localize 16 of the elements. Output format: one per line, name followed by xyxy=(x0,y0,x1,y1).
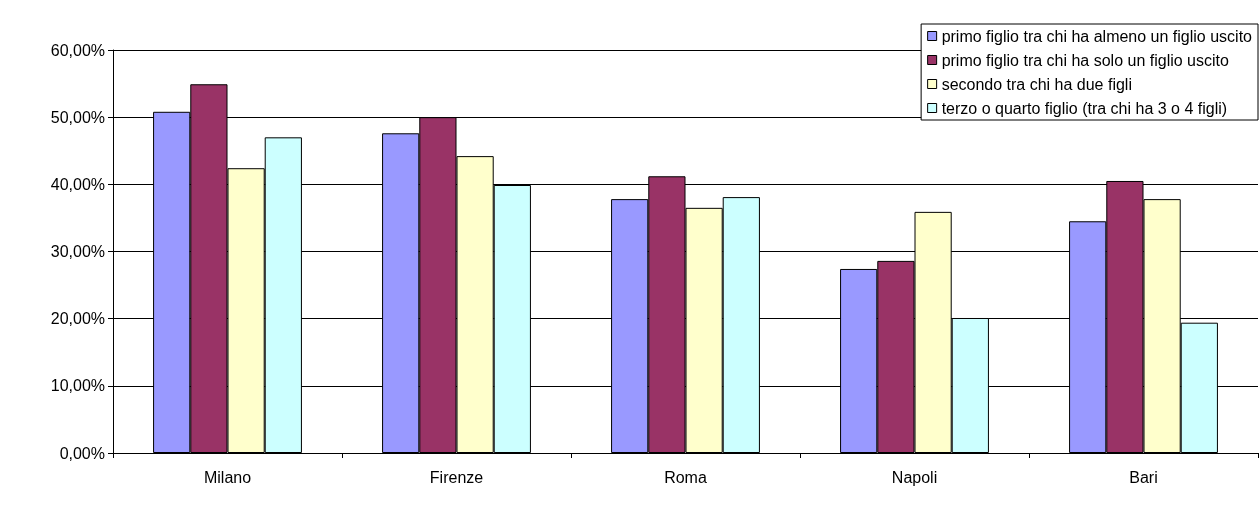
x-tick-label: Firenze xyxy=(429,468,484,486)
y-tick-label: 20,00% xyxy=(50,310,105,328)
x-tick-label: Roma xyxy=(664,468,707,486)
legend-label: primo figlio tra chi ha almeno un figlio uscito xyxy=(941,27,1253,45)
legend-label: terzo o quarto figlio (tra chi ha 3 o 4 figli) xyxy=(941,99,1228,117)
y-tick-label: 30,00% xyxy=(50,243,105,260)
y-tick-label: 50,00% xyxy=(50,108,105,126)
y-tick-label: 40,00% xyxy=(50,175,105,193)
y-tick-label: 10,00% xyxy=(50,377,105,395)
x-tick-label: Bari xyxy=(1129,468,1158,486)
x-tick-label: Milano xyxy=(203,468,252,486)
x-tick-label: Napoli xyxy=(891,468,938,486)
legend-label: secondo tra chi ha due figli xyxy=(941,75,1132,93)
legend-label: primo figlio tra chi ha solo un figlio uscito xyxy=(941,51,1229,69)
y-tick-label: 0,00% xyxy=(59,444,105,462)
y-tick-label: 60,00% xyxy=(50,41,105,59)
